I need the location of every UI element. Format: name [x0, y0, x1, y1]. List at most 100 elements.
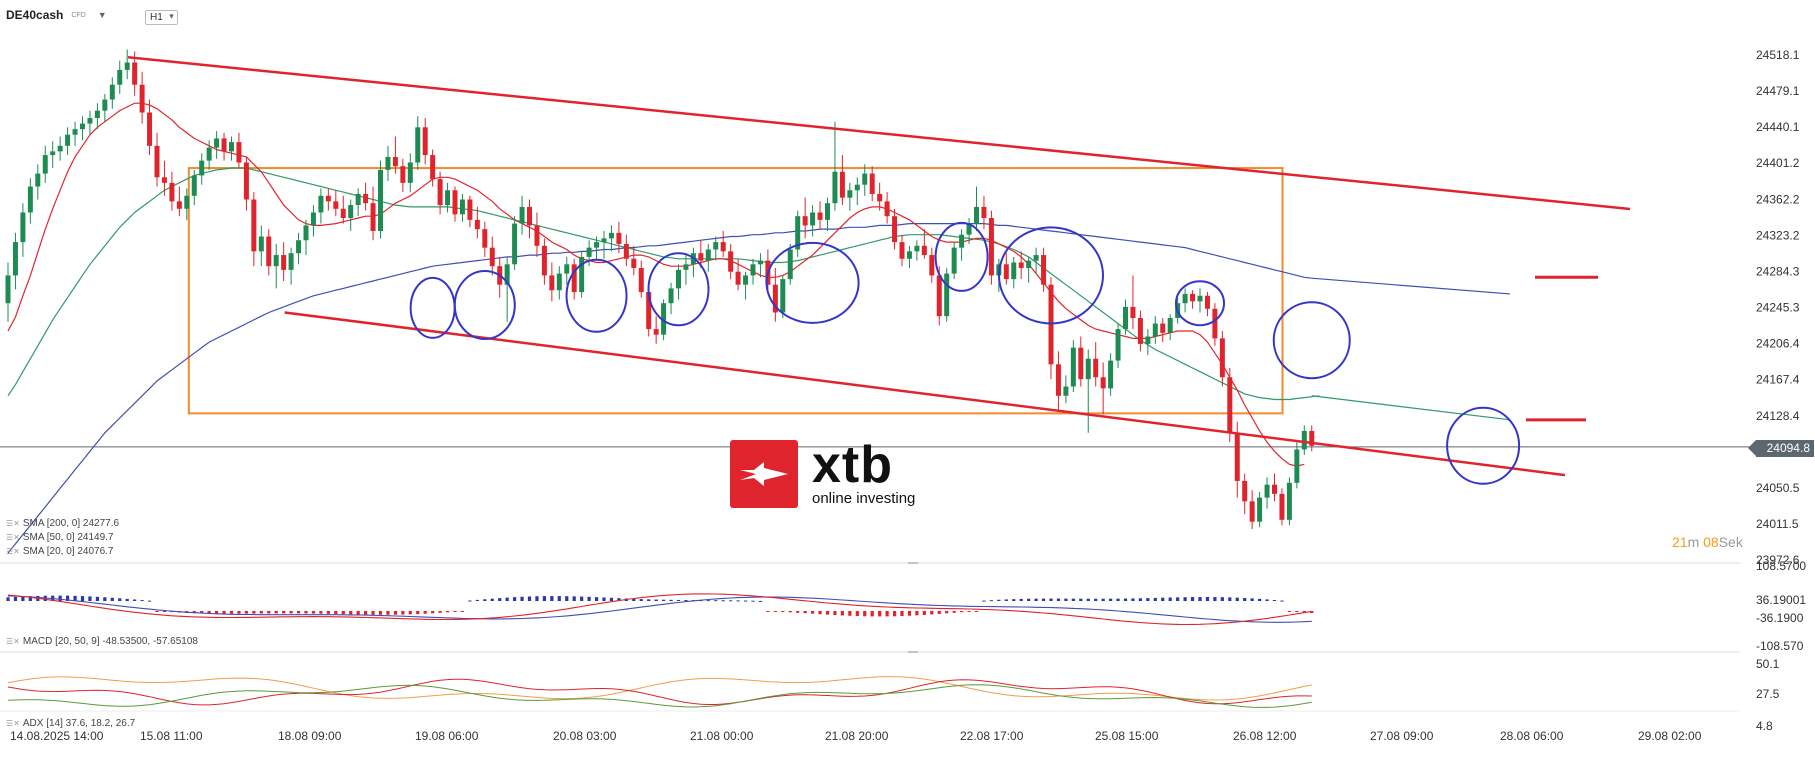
macd-histogram-bar	[729, 600, 733, 602]
macd-histogram-bar	[1272, 599, 1277, 601]
price-tick-label: 24479.1	[1756, 84, 1800, 98]
candle-body	[273, 255, 279, 267]
macd-histogram-bar	[773, 611, 777, 612]
candle-body	[899, 242, 905, 259]
timeframe-select[interactable]: H1	[145, 10, 178, 25]
macd-histogram-bar	[796, 611, 800, 613]
symbol-header[interactable]: DE40cash CFD ▼	[6, 8, 107, 22]
candle-body	[966, 223, 972, 235]
indicator-settings-icon[interactable]: ☰✕	[6, 637, 20, 646]
macd-histogram-bar	[639, 599, 643, 601]
macd-histogram-bar	[676, 599, 681, 601]
candle-body	[42, 155, 48, 174]
candle-body	[459, 199, 465, 215]
indicator-macd[interactable]: ☰✕ MACD [20, 50, 9] -48.53500, -57.65108	[6, 636, 198, 647]
indicator-sma50[interactable]: ☰✕ SMA [50, 0] 24149.7	[6, 532, 114, 543]
candle-body	[571, 264, 577, 293]
candle-body	[1301, 430, 1307, 450]
indicator-settings-icon[interactable]: ☰✕	[6, 519, 20, 528]
candle-body	[65, 134, 71, 146]
macd-histogram-bar	[1034, 598, 1038, 601]
time-axis-label: 18.08 09:00	[278, 729, 342, 743]
candle-body	[296, 240, 302, 254]
indicator-settings-icon[interactable]: ☰✕	[6, 719, 20, 728]
candle-body	[1219, 338, 1225, 378]
macd-histogram-bar	[565, 596, 569, 601]
macd-histogram-bar	[341, 611, 345, 615]
candle-body	[556, 273, 562, 291]
price-tick-label: 24206.4	[1756, 337, 1800, 351]
macd-histogram-bar	[766, 611, 770, 612]
logo-brand: xtb	[812, 435, 893, 494]
macd-histogram-bar	[505, 597, 509, 601]
macd-histogram-bar	[602, 597, 606, 601]
indicator-adx[interactable]: ☰✕ ADX [14] 37.6, 18.2, 26.7	[6, 718, 135, 729]
highlight-circle	[1175, 280, 1225, 327]
candle-body	[1234, 432, 1240, 481]
sma200-line	[7, 223, 1312, 554]
adx-minus-di-line	[7, 684, 1312, 708]
macd-histogram-bar	[870, 611, 874, 617]
candle-body	[743, 275, 749, 285]
candle-body	[176, 201, 182, 209]
candle-body	[378, 169, 383, 231]
macd-histogram-bar	[1004, 599, 1008, 601]
time-axis-label: 28.08 06:00	[1500, 729, 1564, 743]
macd-histogram-bar	[58, 595, 62, 601]
symbol-dropdown-icon[interactable]: ▼	[97, 10, 107, 20]
candle-body	[1033, 255, 1039, 261]
macd-histogram-bar	[319, 611, 323, 614]
macd-histogram-bar	[364, 611, 368, 615]
candle-body	[94, 110, 100, 119]
macd-histogram-bar	[1109, 598, 1113, 601]
adx-line	[7, 676, 1312, 701]
candle-body	[452, 190, 458, 215]
candle-body	[728, 251, 734, 272]
candle-body	[638, 268, 644, 293]
candle-body	[288, 253, 294, 270]
candle-body	[1249, 501, 1255, 522]
macd-histogram-bar	[200, 611, 204, 614]
indicator-settings-icon[interactable]: ☰✕	[6, 533, 20, 542]
macd-histogram-bar	[334, 611, 338, 615]
indicator-sma20[interactable]: ☰✕ SMA [20, 0] 24076.7	[6, 546, 114, 557]
macd-histogram-bar	[103, 597, 107, 601]
macd-histogram-bar	[684, 600, 688, 602]
macd-histogram-bar	[1019, 598, 1023, 601]
macd-histogram-bar	[1131, 598, 1135, 601]
indicator-label: ADX [14] 37.6, 18.2, 26.7	[22, 718, 136, 729]
highlight-circle	[1272, 301, 1351, 380]
candle-body	[72, 129, 78, 135]
candle-body	[132, 62, 138, 85]
macd-histogram-bar	[1116, 598, 1120, 601]
timer-minutes-unit: m	[1687, 534, 1700, 550]
candle-body	[251, 199, 257, 252]
candle-body	[1123, 306, 1128, 330]
macd-histogram-bar	[1049, 598, 1053, 601]
macd-histogram-bar	[989, 600, 993, 602]
highlight-circle	[565, 258, 628, 333]
candle-body	[1041, 255, 1047, 285]
highlight-circle	[409, 276, 456, 339]
macd-histogram-bar	[922, 611, 926, 615]
candle-body	[817, 212, 823, 220]
macd-histogram-bar	[535, 596, 539, 601]
candle-body	[877, 193, 883, 202]
macd-histogram-bar	[803, 611, 807, 614]
indicator-settings-icon[interactable]: ☰✕	[6, 547, 20, 556]
macd-histogram-bar	[818, 611, 822, 615]
macd-histogram-bar	[13, 596, 18, 601]
candle-body	[683, 264, 689, 270]
candle-body	[370, 203, 376, 231]
time-axis-label: 19.08 06:00	[415, 729, 479, 743]
symbol-name: DE40cash	[6, 8, 64, 22]
macd-axis-label: 36.19001	[1756, 593, 1806, 607]
indicator-sma200[interactable]: ☰✕ SMA [200, 0] 24277.6	[6, 518, 119, 529]
macd-histogram-bar	[900, 611, 904, 617]
price-tick-label: 24011.5	[1756, 517, 1799, 531]
candle-body	[1055, 364, 1061, 396]
candle-body	[12, 242, 18, 276]
candle-body	[1063, 386, 1069, 396]
candle-body	[87, 118, 93, 124]
